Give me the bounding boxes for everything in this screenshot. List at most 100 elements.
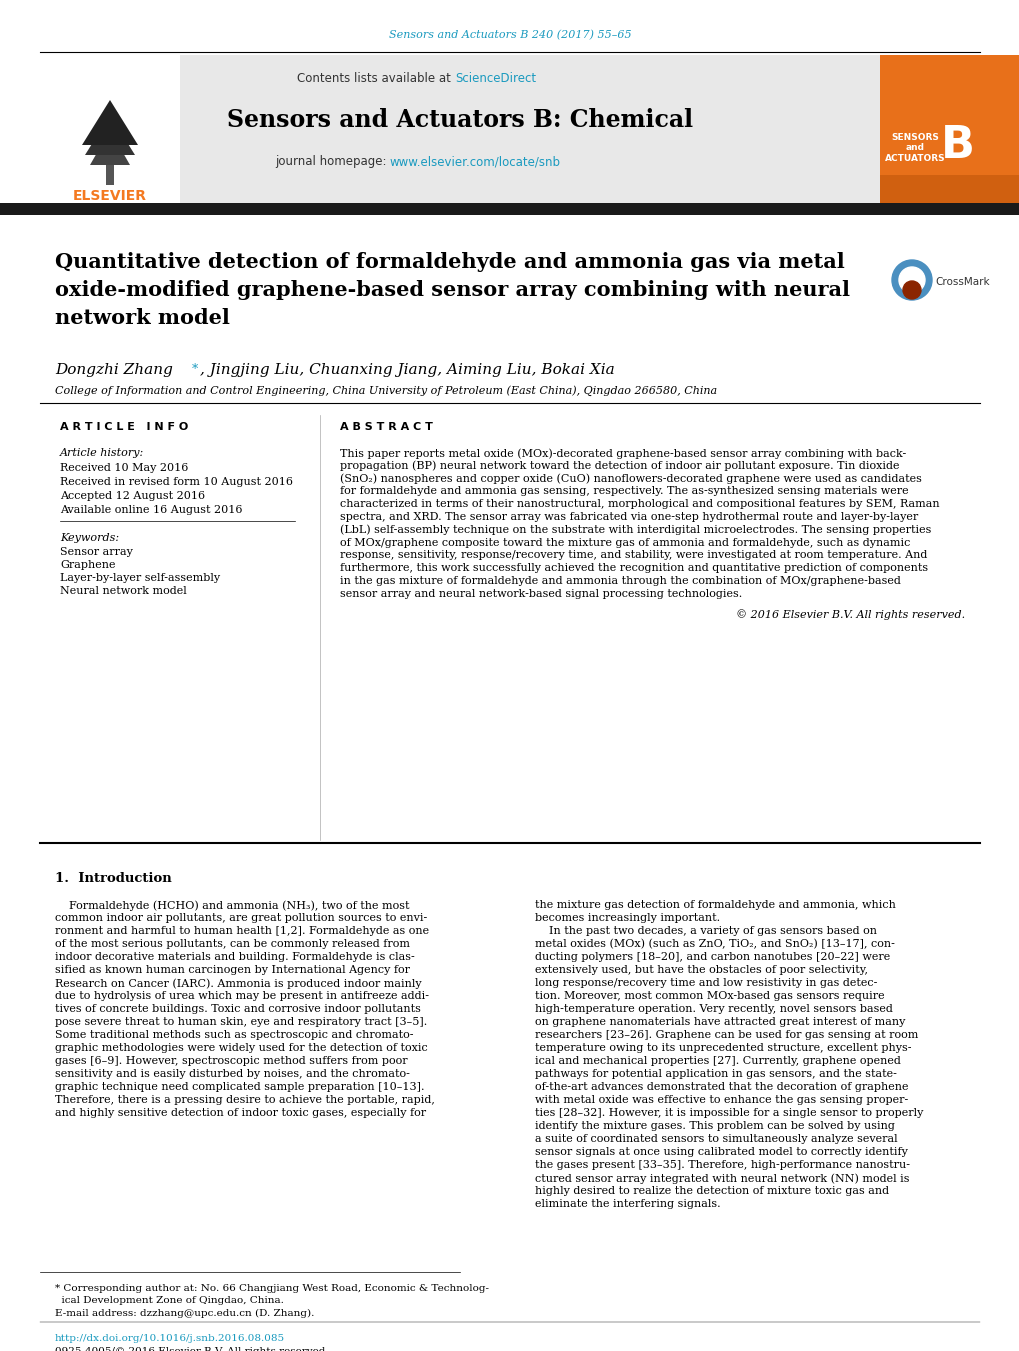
Text: for formaldehyde and ammonia gas sensing, respectively. The as-synthesized sensi: for formaldehyde and ammonia gas sensing… (339, 486, 908, 496)
Text: spectra, and XRD. The sensor array was fabricated via one-step hydrothermal rout: spectra, and XRD. The sensor array was f… (339, 512, 917, 521)
Text: (LbL) self-assembly technique on the substrate with interdigital microelectrodes: (LbL) self-assembly technique on the sub… (339, 524, 930, 535)
Text: extensively used, but have the obstacles of poor selectivity,: extensively used, but have the obstacles… (535, 965, 867, 975)
Text: network model: network model (55, 308, 229, 328)
Text: gases [6–9]. However, spectroscopic method suffers from poor: gases [6–9]. However, spectroscopic meth… (55, 1056, 408, 1066)
Text: Article history:: Article history: (60, 449, 144, 458)
Text: www.elsevier.com/locate/snb: www.elsevier.com/locate/snb (389, 155, 560, 169)
Text: of the most serious pollutants, can be commonly released from: of the most serious pollutants, can be c… (55, 939, 410, 948)
Text: (SnO₂) nanospheres and copper oxide (CuO) nanoflowers-decorated graphene were us: (SnO₂) nanospheres and copper oxide (CuO… (339, 474, 921, 484)
Text: Accepted 12 August 2016: Accepted 12 August 2016 (60, 490, 205, 501)
Text: ical Development Zone of Qingdao, China.: ical Development Zone of Qingdao, China. (55, 1296, 283, 1305)
Text: becomes increasingly important.: becomes increasingly important. (535, 913, 719, 923)
Polygon shape (90, 130, 129, 165)
Text: * Corresponding author at: No. 66 Changjiang West Road, Economic & Technolog-: * Corresponding author at: No. 66 Changj… (55, 1283, 488, 1293)
Text: pathways for potential application in gas sensors, and the state-: pathways for potential application in ga… (535, 1069, 896, 1079)
Text: Sensor array: Sensor array (60, 547, 132, 557)
Text: metal oxides (MOx) (such as ZnO, TiO₂, and SnO₂) [13–17], con-: metal oxides (MOx) (such as ZnO, TiO₂, a… (535, 939, 894, 950)
FancyBboxPatch shape (0, 203, 1019, 215)
Text: ducting polymers [18–20], and carbon nanotubes [20–22] were: ducting polymers [18–20], and carbon nan… (535, 952, 890, 962)
Text: long response/recovery time and low resistivity in gas detec-: long response/recovery time and low resi… (535, 978, 876, 988)
Text: Graphene: Graphene (60, 561, 115, 570)
Text: ELSEVIER: ELSEVIER (73, 189, 147, 203)
Text: in the gas mixture of formaldehyde and ammonia through the combination of MOx/gr: in the gas mixture of formaldehyde and a… (339, 576, 900, 586)
Text: oxide-modified graphene-based sensor array combining with neural: oxide-modified graphene-based sensor arr… (55, 280, 849, 300)
Text: Available online 16 August 2016: Available online 16 August 2016 (60, 505, 243, 515)
Text: with metal oxide was effective to enhance the gas sensing proper-: with metal oxide was effective to enhanc… (535, 1096, 907, 1105)
Text: high-temperature operation. Very recently, novel sensors based: high-temperature operation. Very recentl… (535, 1004, 892, 1015)
Text: Quantitative detection of formaldehyde and ammonia gas via metal: Quantitative detection of formaldehyde a… (55, 253, 844, 272)
Text: journal homepage:: journal homepage: (274, 155, 389, 169)
Text: Formaldehyde (HCHO) and ammonia (NH₃), two of the most: Formaldehyde (HCHO) and ammonia (NH₃), t… (55, 900, 409, 911)
Polygon shape (85, 115, 135, 155)
Text: tives of concrete buildings. Toxic and corrosive indoor pollutants: tives of concrete buildings. Toxic and c… (55, 1004, 421, 1015)
Text: sified as known human carcinogen by International Agency for: sified as known human carcinogen by Inte… (55, 965, 410, 975)
Text: B: B (941, 123, 974, 166)
Text: *: * (192, 363, 198, 376)
FancyBboxPatch shape (40, 55, 179, 205)
Text: ronment and harmful to human health [1,2]. Formaldehyde as one: ronment and harmful to human health [1,2… (55, 925, 429, 936)
Text: indoor decorative materials and building. Formaldehyde is clas-: indoor decorative materials and building… (55, 952, 415, 962)
Text: pose severe threat to human skin, eye and respiratory tract [3–5].: pose severe threat to human skin, eye an… (55, 1017, 427, 1027)
Text: 1.  Introduction: 1. Introduction (55, 871, 171, 885)
Text: In the past two decades, a variety of gas sensors based on: In the past two decades, a variety of ga… (535, 925, 876, 936)
Text: tion. Moreover, most common MOx-based gas sensors require: tion. Moreover, most common MOx-based ga… (535, 992, 883, 1001)
Text: propagation (BP) neural network toward the detection of indoor air pollutant exp: propagation (BP) neural network toward t… (339, 461, 899, 471)
Text: the mixture gas detection of formaldehyde and ammonia, which: the mixture gas detection of formaldehyd… (535, 900, 895, 911)
Text: Therefore, there is a pressing desire to achieve the portable, rapid,: Therefore, there is a pressing desire to… (55, 1096, 434, 1105)
Text: Sensors and Actuators B: Chemical: Sensors and Actuators B: Chemical (226, 108, 692, 132)
Text: of-the-art advances demonstrated that the decoration of graphene: of-the-art advances demonstrated that th… (535, 1082, 908, 1092)
Text: sensitivity and is easily disturbed by noises, and the chromato-: sensitivity and is easily disturbed by n… (55, 1069, 410, 1079)
Text: sensor array and neural network-based signal processing technologies.: sensor array and neural network-based si… (339, 589, 742, 598)
Text: © 2016 Elsevier B.V. All rights reserved.: © 2016 Elsevier B.V. All rights reserved… (735, 609, 964, 620)
Text: highly desired to realize the detection of mixture toxic gas and: highly desired to realize the detection … (535, 1186, 889, 1196)
Text: 0925-4005/© 2016 Elsevier B.V. All rights reserved.: 0925-4005/© 2016 Elsevier B.V. All right… (55, 1347, 328, 1351)
Text: Received in revised form 10 August 2016: Received in revised form 10 August 2016 (60, 477, 292, 486)
Text: graphic technique need complicated sample preparation [10–13].: graphic technique need complicated sampl… (55, 1082, 424, 1092)
Text: E-mail address: dzzhang@upc.edu.cn (D. Zhang).: E-mail address: dzzhang@upc.edu.cn (D. Z… (55, 1309, 314, 1319)
Text: furthermore, this work successfully achieved the recognition and quantitative pr: furthermore, this work successfully achi… (339, 563, 927, 573)
Text: the gases present [33–35]. Therefore, high-performance nanostru-: the gases present [33–35]. Therefore, hi… (535, 1161, 909, 1170)
Text: characterized in terms of their nanostructural, morphological and compositional : characterized in terms of their nanostru… (339, 500, 938, 509)
Text: ctured sensor array integrated with neural network (NN) model is: ctured sensor array integrated with neur… (535, 1173, 909, 1183)
Text: Research on Cancer (IARC). Ammonia is produced indoor mainly: Research on Cancer (IARC). Ammonia is pr… (55, 978, 421, 989)
Text: and highly sensitive detection of indoor toxic gases, especially for: and highly sensitive detection of indoor… (55, 1108, 426, 1119)
Text: due to hydrolysis of urea which may be present in antifreeze addi-: due to hydrolysis of urea which may be p… (55, 992, 429, 1001)
Text: identify the mixture gases. This problem can be solved by using: identify the mixture gases. This problem… (535, 1121, 894, 1131)
Text: A B S T R A C T: A B S T R A C T (339, 422, 432, 432)
Circle shape (902, 281, 920, 299)
FancyBboxPatch shape (879, 55, 1019, 205)
Text: Sensors and Actuators B 240 (2017) 55–65: Sensors and Actuators B 240 (2017) 55–65 (388, 30, 631, 41)
Text: Keywords:: Keywords: (60, 534, 119, 543)
Polygon shape (82, 100, 138, 145)
Text: Received 10 May 2016: Received 10 May 2016 (60, 463, 189, 473)
Text: of MOx/graphene composite toward the mixture gas of ammonia and formaldehyde, su: of MOx/graphene composite toward the mix… (339, 538, 910, 547)
Text: College of Information and Control Engineering, China University of Petroleum (E: College of Information and Control Engin… (55, 385, 716, 396)
Text: ties [28–32]. However, it is impossible for a single sensor to properly: ties [28–32]. However, it is impossible … (535, 1108, 922, 1119)
Text: researchers [23–26]. Graphene can be used for gas sensing at room: researchers [23–26]. Graphene can be use… (535, 1029, 917, 1040)
Text: common indoor air pollutants, are great pollution sources to envi-: common indoor air pollutants, are great … (55, 913, 427, 923)
Text: A R T I C L E   I N F O: A R T I C L E I N F O (60, 422, 189, 432)
Circle shape (892, 259, 931, 300)
Text: CrossMark: CrossMark (934, 277, 988, 286)
FancyBboxPatch shape (40, 55, 879, 205)
Text: Contents lists available at: Contents lists available at (298, 72, 454, 85)
Text: a suite of coordinated sensors to simultaneously analyze several: a suite of coordinated sensors to simult… (535, 1133, 897, 1144)
Text: http://dx.doi.org/10.1016/j.snb.2016.08.085: http://dx.doi.org/10.1016/j.snb.2016.08.… (55, 1333, 285, 1343)
Text: Neural network model: Neural network model (60, 586, 186, 596)
Text: This paper reports metal oxide (MOx)-decorated graphene-based sensor array combi: This paper reports metal oxide (MOx)-dec… (339, 449, 905, 458)
Text: Some traditional methods such as spectroscopic and chromato-: Some traditional methods such as spectro… (55, 1029, 413, 1040)
Text: ical and mechanical properties [27]. Currently, graphene opened: ical and mechanical properties [27]. Cur… (535, 1056, 900, 1066)
Text: response, sensitivity, response/recovery time, and stability, were investigated : response, sensitivity, response/recovery… (339, 550, 926, 561)
Text: temperature owing to its unprecedented structure, excellent phys-: temperature owing to its unprecedented s… (535, 1043, 911, 1052)
Text: SENSORS
and
ACTUATORS: SENSORS and ACTUATORS (883, 134, 945, 163)
Text: eliminate the interfering signals.: eliminate the interfering signals. (535, 1198, 719, 1209)
Text: graphic methodologies were widely used for the detection of toxic: graphic methodologies were widely used f… (55, 1043, 427, 1052)
Text: Dongzhi Zhang: Dongzhi Zhang (55, 363, 172, 377)
Text: sensor signals at once using calibrated model to correctly identify: sensor signals at once using calibrated … (535, 1147, 907, 1156)
FancyBboxPatch shape (879, 55, 1019, 176)
Text: on graphene nanomaterials have attracted great interest of many: on graphene nanomaterials have attracted… (535, 1017, 905, 1027)
FancyBboxPatch shape (106, 165, 114, 185)
Circle shape (898, 267, 924, 293)
Text: , Jingjing Liu, Chuanxing Jiang, Aiming Liu, Bokai Xia: , Jingjing Liu, Chuanxing Jiang, Aiming … (200, 363, 614, 377)
Text: ScienceDirect: ScienceDirect (454, 72, 536, 85)
